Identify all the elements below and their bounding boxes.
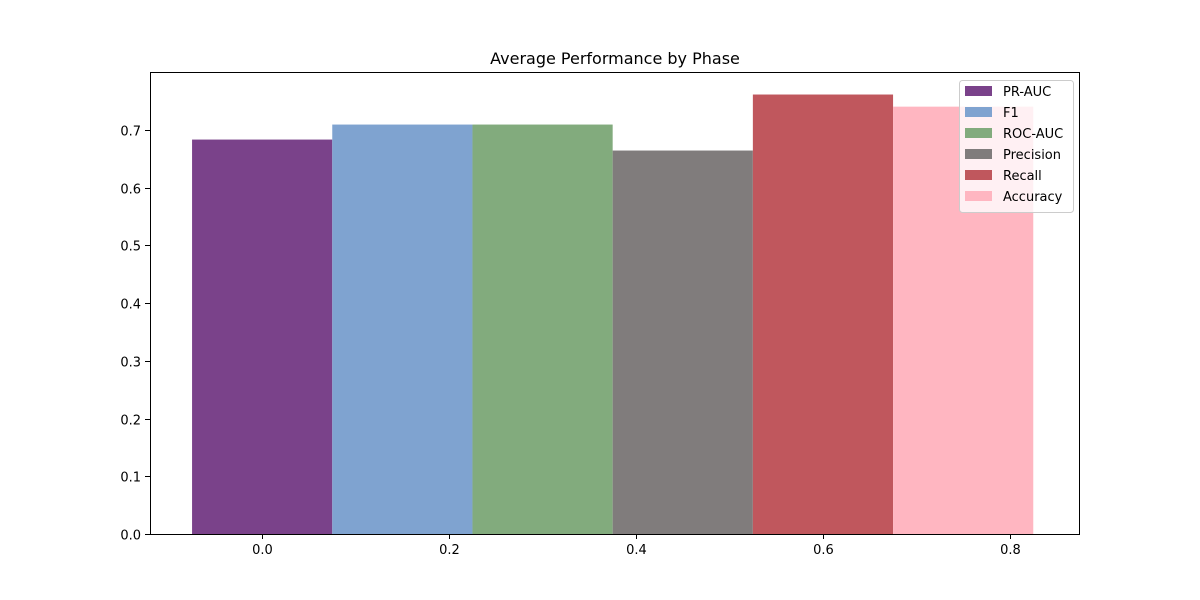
legend-swatch bbox=[965, 128, 992, 138]
y-axis: 0.0 0.1 0.2 0.3 0.4 0.5 0.6 0.7 bbox=[120, 125, 150, 544]
plot-frame bbox=[150, 72, 1080, 535]
legend-label: F1 bbox=[1003, 106, 1019, 121]
x-axis: 0.0 0.2 0.4 0.6 0.8 bbox=[252, 534, 1021, 558]
chart-title: Average Performance by Phase bbox=[490, 49, 740, 68]
legend-label: PR-AUC bbox=[1003, 85, 1051, 100]
legend-label: ROC-AUC bbox=[1003, 127, 1063, 142]
legend-label: Precision bbox=[1003, 148, 1061, 163]
legend-swatch bbox=[965, 86, 992, 96]
legend-label: Recall bbox=[1003, 169, 1042, 184]
legend-label: Accuracy bbox=[1003, 190, 1063, 205]
legend-swatch bbox=[965, 191, 992, 201]
legend-swatch bbox=[965, 170, 992, 180]
bar-recall bbox=[752, 94, 894, 535]
y-tick-label: 0.1 bbox=[120, 471, 141, 486]
x-tick-label: 0.8 bbox=[1000, 543, 1021, 558]
y-tick-label: 0.6 bbox=[120, 183, 141, 198]
x-tick-label: 0.0 bbox=[252, 543, 273, 558]
y-tick-label: 0.2 bbox=[120, 414, 141, 429]
y-tick-label: 0.4 bbox=[120, 298, 141, 313]
bar-precision bbox=[612, 150, 753, 535]
y-tick-label: 0.3 bbox=[120, 356, 141, 371]
y-tick-label: 0.5 bbox=[120, 240, 141, 255]
y-tick-label: 0.7 bbox=[120, 125, 141, 140]
legend-swatch bbox=[965, 149, 992, 159]
bar-pr-auc bbox=[192, 139, 333, 534]
bar-roc-auc bbox=[472, 124, 613, 535]
x-tick-label: 0.2 bbox=[439, 543, 460, 558]
x-tick-label: 0.4 bbox=[626, 543, 647, 558]
legend-swatch bbox=[965, 107, 992, 117]
legend: PR-AUC F1 ROC-AUC Precision Recall Accuracy bbox=[959, 80, 1074, 213]
x-tick-label: 0.6 bbox=[813, 543, 834, 558]
bars-group bbox=[192, 94, 1034, 535]
bar-f1 bbox=[332, 124, 473, 535]
y-tick-label: 0.0 bbox=[120, 529, 141, 544]
